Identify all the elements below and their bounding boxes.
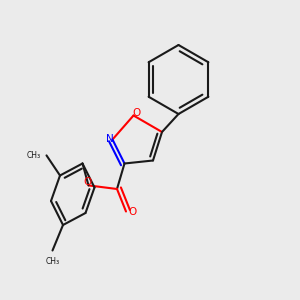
Text: N: N <box>106 134 113 144</box>
Text: O: O <box>132 108 141 118</box>
Text: CH₃: CH₃ <box>27 151 41 160</box>
Text: O: O <box>128 207 137 217</box>
Text: O: O <box>83 177 91 187</box>
Text: CH₃: CH₃ <box>45 257 60 266</box>
